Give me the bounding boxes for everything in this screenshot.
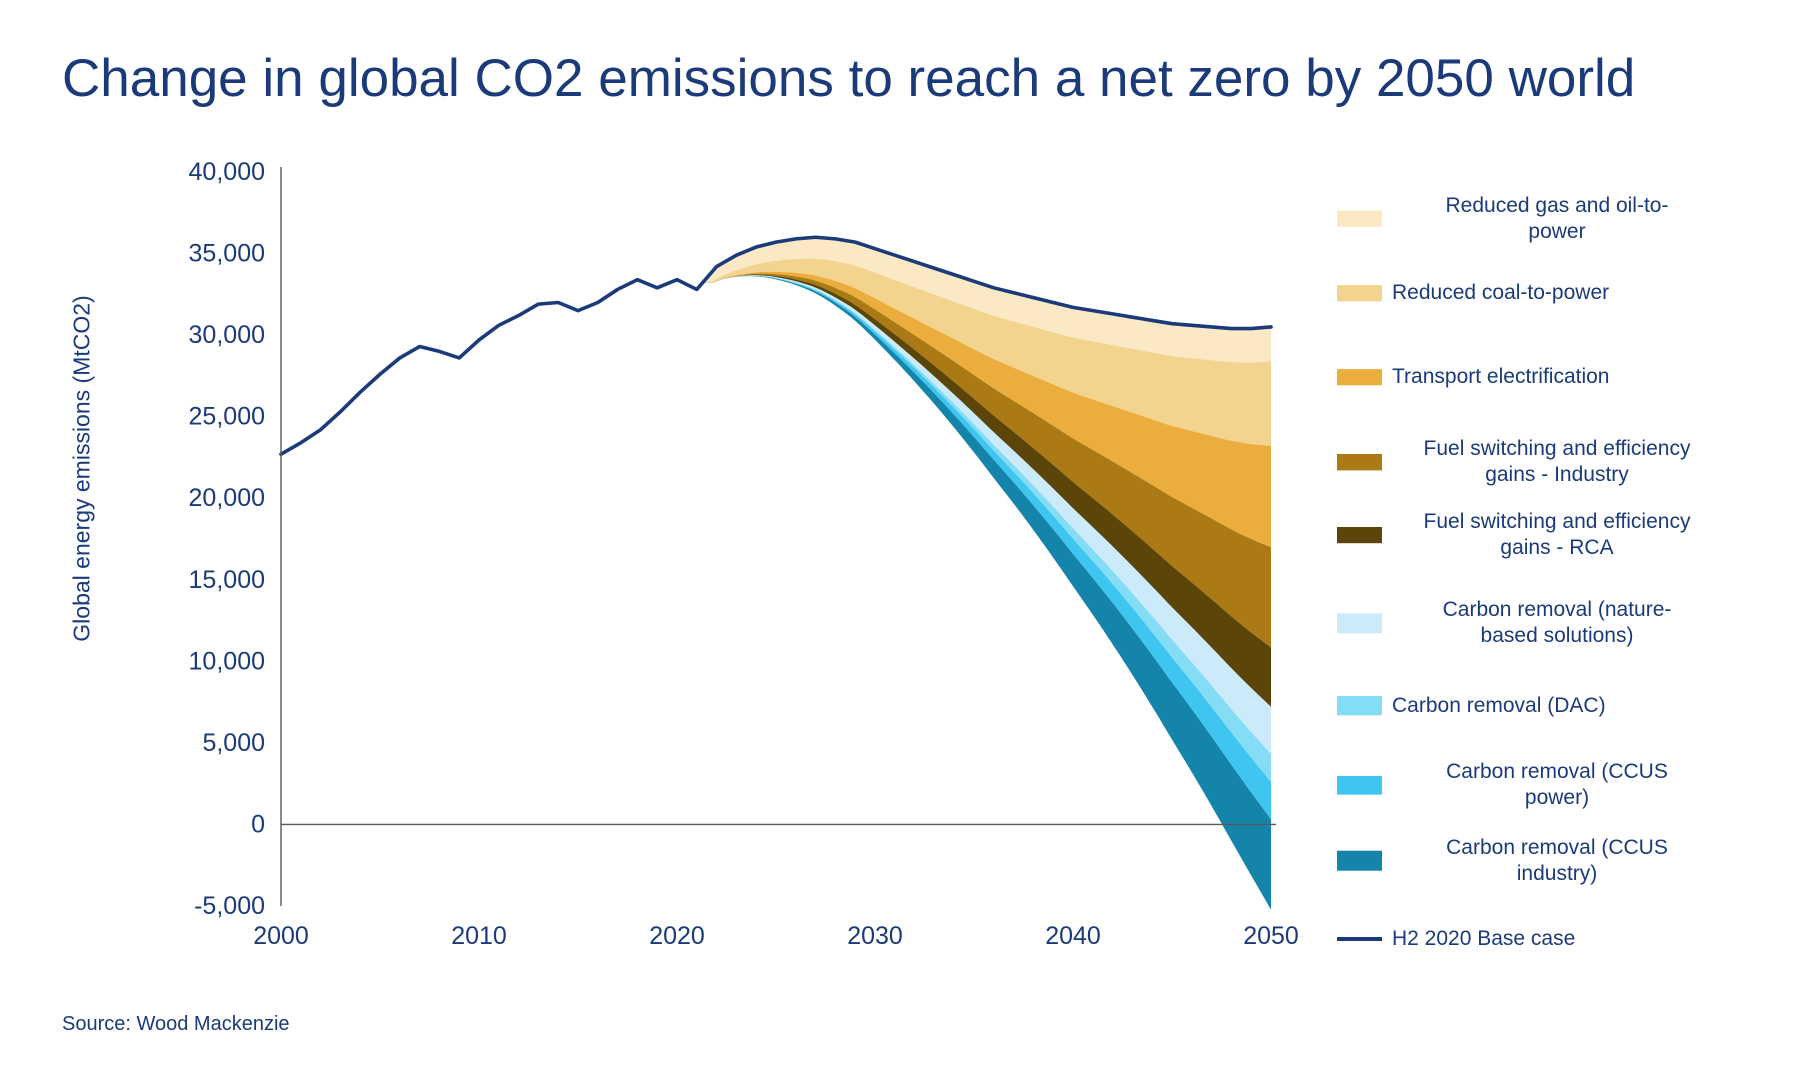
svg-text:2030: 2030: [847, 922, 903, 950]
svg-text:2040: 2040: [1045, 922, 1101, 950]
svg-text:2000: 2000: [253, 922, 309, 950]
svg-text:40,000: 40,000: [189, 158, 265, 186]
svg-text:-5,000: -5,000: [194, 892, 265, 920]
svg-text:10,000: 10,000: [189, 647, 265, 675]
svg-text:0: 0: [251, 810, 265, 838]
svg-text:35,000: 35,000: [189, 240, 265, 268]
svg-text:30,000: 30,000: [189, 321, 265, 349]
svg-text:15,000: 15,000: [189, 566, 265, 594]
svg-text:5,000: 5,000: [202, 729, 265, 757]
svg-text:2010: 2010: [451, 922, 507, 950]
svg-text:2050: 2050: [1243, 922, 1299, 950]
svg-text:2020: 2020: [649, 922, 705, 950]
svg-text:25,000: 25,000: [189, 403, 265, 431]
svg-text:20,000: 20,000: [189, 484, 265, 512]
